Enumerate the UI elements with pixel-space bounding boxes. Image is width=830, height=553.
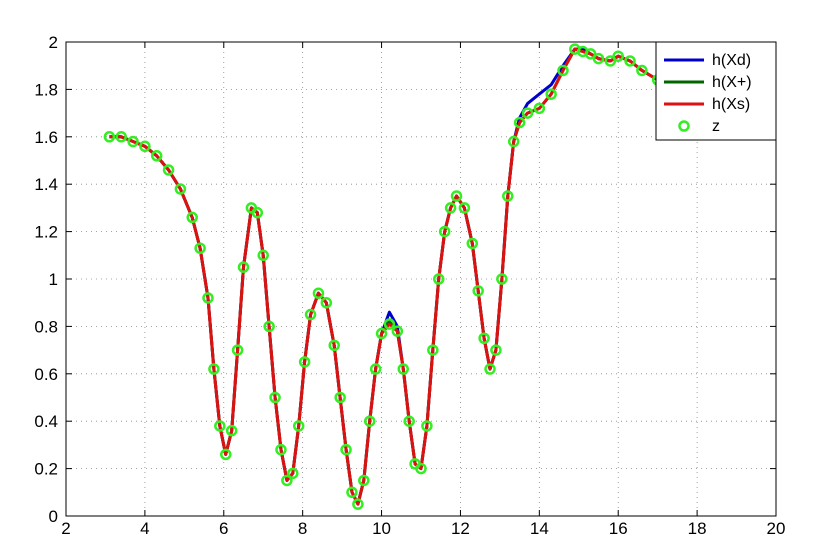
- marker-point: [466, 237, 479, 250]
- y-tick-label: 2: [49, 33, 58, 52]
- marker-point: [507, 135, 520, 148]
- x-tick-label: 18: [688, 519, 707, 538]
- x-tick-label: 2: [61, 519, 70, 538]
- marker-point: [521, 107, 534, 119]
- legend-box: [655, 41, 777, 141]
- marker-point: [612, 50, 624, 62]
- marker-point: [328, 339, 340, 352]
- marker-point: [225, 424, 238, 437]
- marker-point: [604, 55, 617, 67]
- y-tick-label: 1.2: [34, 223, 58, 242]
- marker-point: [557, 64, 569, 77]
- x-tick-label: 16: [609, 519, 628, 538]
- marker-point: [592, 52, 605, 65]
- marker-point: [397, 363, 409, 375]
- marker-point: [369, 363, 382, 375]
- marker-point: [220, 448, 232, 461]
- legend-label: h(X+): [712, 74, 752, 91]
- marker-point: [496, 273, 508, 285]
- marker-point: [484, 363, 496, 375]
- marker-point: [186, 211, 198, 224]
- marker-point: [298, 356, 311, 368]
- x-tick-label: 4: [140, 519, 149, 538]
- marker-point: [174, 183, 187, 195]
- marker-point: [458, 202, 471, 214]
- marker-point: [513, 116, 526, 129]
- x-tick-label: 12: [451, 519, 470, 538]
- marker-point: [433, 273, 445, 285]
- marker-point: [312, 287, 325, 299]
- x-tick-label: 10: [372, 519, 391, 538]
- legend-swatch: [678, 120, 690, 132]
- marker-point: [251, 206, 264, 219]
- marker-point: [275, 443, 287, 456]
- series-layer: [103, 43, 711, 510]
- legend-label: h(Xs): [712, 96, 750, 113]
- marker-point: [444, 202, 457, 214]
- marker-point: [127, 135, 139, 148]
- series-line-h(Xs): [109, 47, 706, 506]
- marker-point: [450, 190, 463, 202]
- y-tick-label: 0.6: [34, 365, 58, 384]
- marker-point: [320, 296, 333, 309]
- marker-point: [533, 102, 546, 115]
- legend-label: h(Xd): [712, 52, 751, 69]
- y-tick-label: 1: [49, 270, 58, 289]
- y-tick-label: 0.4: [34, 412, 58, 431]
- marker-point: [545, 88, 557, 100]
- marker-point: [584, 48, 597, 60]
- marker-point: [624, 55, 636, 67]
- x-tick-label: 14: [530, 519, 549, 538]
- legend: h(Xd) h(X+) h(Xs) z: [655, 41, 777, 141]
- marker-point: [352, 498, 364, 510]
- marker-point: [269, 391, 281, 404]
- marker-point: [139, 140, 151, 153]
- marker-point: [427, 344, 439, 356]
- marker-point: [383, 318, 396, 330]
- marker-point: [292, 420, 305, 432]
- marker-point: [214, 420, 226, 432]
- marker-point: [391, 325, 404, 337]
- marker-point: [334, 391, 346, 404]
- y-tick-label: 0.2: [34, 460, 58, 479]
- x-tick-label: 8: [298, 519, 307, 538]
- marker-point: [208, 363, 220, 375]
- marker-point: [103, 131, 116, 143]
- marker-point: [287, 467, 299, 480]
- marker-point: [304, 308, 317, 321]
- marker-point: [150, 150, 163, 162]
- marker-point: [478, 332, 490, 344]
- marker-point: [421, 420, 433, 432]
- marker-point: [194, 242, 206, 254]
- y-tick-label: 1.8: [34, 80, 58, 99]
- marker-point: [340, 443, 352, 456]
- marker-point: [202, 292, 214, 304]
- y-tick-label: 1.6: [34, 128, 58, 147]
- y-tick-label: 1.4: [34, 175, 58, 194]
- marker-point: [162, 164, 175, 176]
- marker-point: [490, 344, 502, 356]
- marker-point: [231, 344, 244, 356]
- marker-point: [375, 327, 388, 340]
- y-tick-label: 0: [49, 507, 58, 526]
- marker-point: [438, 225, 451, 238]
- x-tick-label: 6: [219, 519, 228, 538]
- marker-point: [403, 415, 415, 427]
- marker-point: [358, 474, 370, 487]
- marker-point: [346, 486, 358, 499]
- marker-point: [115, 131, 127, 143]
- marker-point: [281, 474, 293, 487]
- marker-point: [502, 190, 514, 202]
- marker-point: [263, 320, 275, 333]
- legend-label: z: [712, 118, 720, 135]
- x-tick-label: 20: [767, 519, 786, 538]
- marker-point: [636, 64, 648, 77]
- marker-point: [237, 261, 250, 273]
- marker-point: [363, 415, 376, 427]
- marker-point: [415, 462, 427, 475]
- marker-point: [472, 285, 484, 297]
- y-tick-label: 0.8: [34, 317, 58, 336]
- marker-point: [257, 249, 269, 262]
